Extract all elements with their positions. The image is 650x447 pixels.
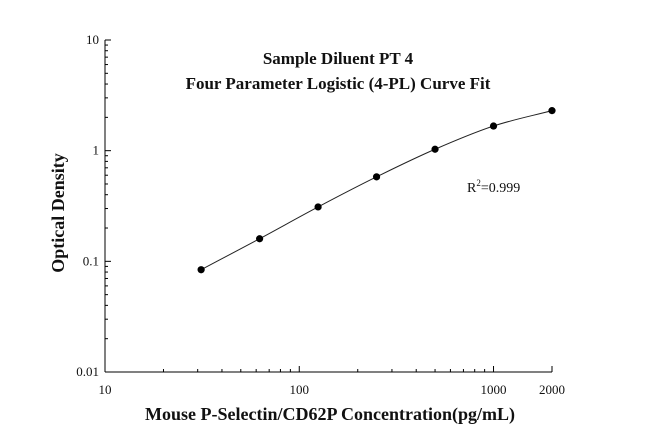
x-axis-label: Mouse P-Selectin/CD62P Concentration(pg/… — [145, 404, 515, 425]
y-axis-label: Optical Density — [48, 153, 68, 273]
y-tick-label: 10 — [86, 32, 99, 47]
y-tick-label: 0.1 — [83, 253, 99, 268]
y-tick-label: 1 — [93, 143, 100, 158]
x-tick-label: 100 — [290, 382, 310, 397]
r-squared-annotation: R2=0.999 — [467, 178, 520, 196]
y-axis-ticks: 0.01 0.1 1 10 — [76, 32, 111, 379]
data-point — [489, 122, 498, 130]
chart-title-line-2: Four Parameter Logistic (4-PL) Curve Fit — [186, 74, 491, 93]
r-squared-value: =0.999 — [481, 181, 520, 196]
data-point — [256, 235, 264, 243]
y-tick-label: 0.01 — [76, 364, 99, 379]
data-point — [372, 173, 381, 181]
axes — [104, 40, 552, 373]
r-squared-superscript: 2 — [476, 178, 481, 188]
x-tick-label: 1000 — [481, 382, 507, 397]
x-tick-label: 2000 — [539, 382, 565, 397]
data-point — [548, 107, 556, 115]
chart-title-line-1: Sample Diluent PT 4 — [263, 49, 414, 68]
r-squared-base: R — [467, 181, 477, 196]
data-point — [197, 266, 205, 274]
x-tick-label: 10 — [99, 382, 112, 397]
data-points — [197, 107, 556, 274]
data-point — [314, 203, 322, 211]
data-point — [431, 145, 439, 153]
x-axis-ticks: 10 100 1000 2000 — [99, 366, 565, 397]
